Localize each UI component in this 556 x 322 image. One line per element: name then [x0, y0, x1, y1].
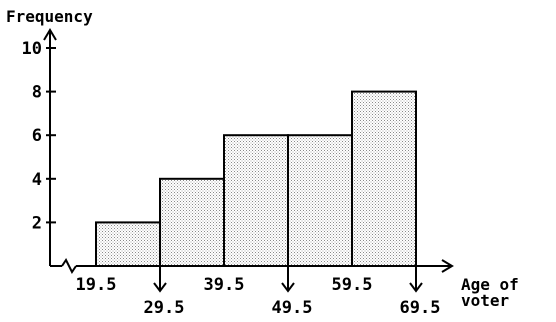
bar-2 — [159, 177, 225, 267]
x-tick-label-39.5: 39.5 — [204, 275, 245, 295]
bars-group — [95, 90, 417, 267]
x-tick-label-59.5: 59.5 — [332, 275, 373, 295]
x-axis-arrow — [441, 259, 454, 273]
x-tick-arrowhead-49.5 — [281, 282, 295, 293]
bar-3 — [223, 134, 289, 267]
bar-4 — [287, 134, 353, 267]
y-tick-label-10: 10 — [22, 39, 42, 59]
x-tick-arrowhead-69.5 — [409, 282, 423, 293]
y-axis-label: Frequency — [6, 7, 93, 26]
x-tick-labels: 19.5 39.5 59.5 29.5 49.5 69.5 — [76, 275, 441, 318]
x-axis-label-line-1: Age of — [461, 275, 519, 294]
x-tick-arrowhead-29.5 — [153, 282, 167, 293]
axes-group — [43, 28, 454, 293]
bar-5 — [351, 90, 417, 267]
x-axis-break — [61, 258, 77, 274]
y-tick-label-4: 4 — [32, 170, 42, 190]
x-tick-label-69.5: 69.5 — [400, 298, 441, 318]
y-tick-label-6: 6 — [32, 126, 42, 146]
x-axis-label-line-2: voter — [461, 291, 509, 310]
y-tick-label-2: 2 — [32, 213, 42, 233]
y-axis-arrow — [43, 28, 57, 41]
x-tick-label-49.5: 49.5 — [272, 298, 313, 318]
bar-1 — [95, 221, 161, 267]
x-tick-label-19.5: 19.5 — [76, 275, 117, 295]
y-tick-label-8: 8 — [32, 83, 42, 103]
x-tick-label-29.5: 29.5 — [144, 298, 185, 318]
y-tick-labels: 2 4 6 8 10 — [22, 39, 42, 233]
